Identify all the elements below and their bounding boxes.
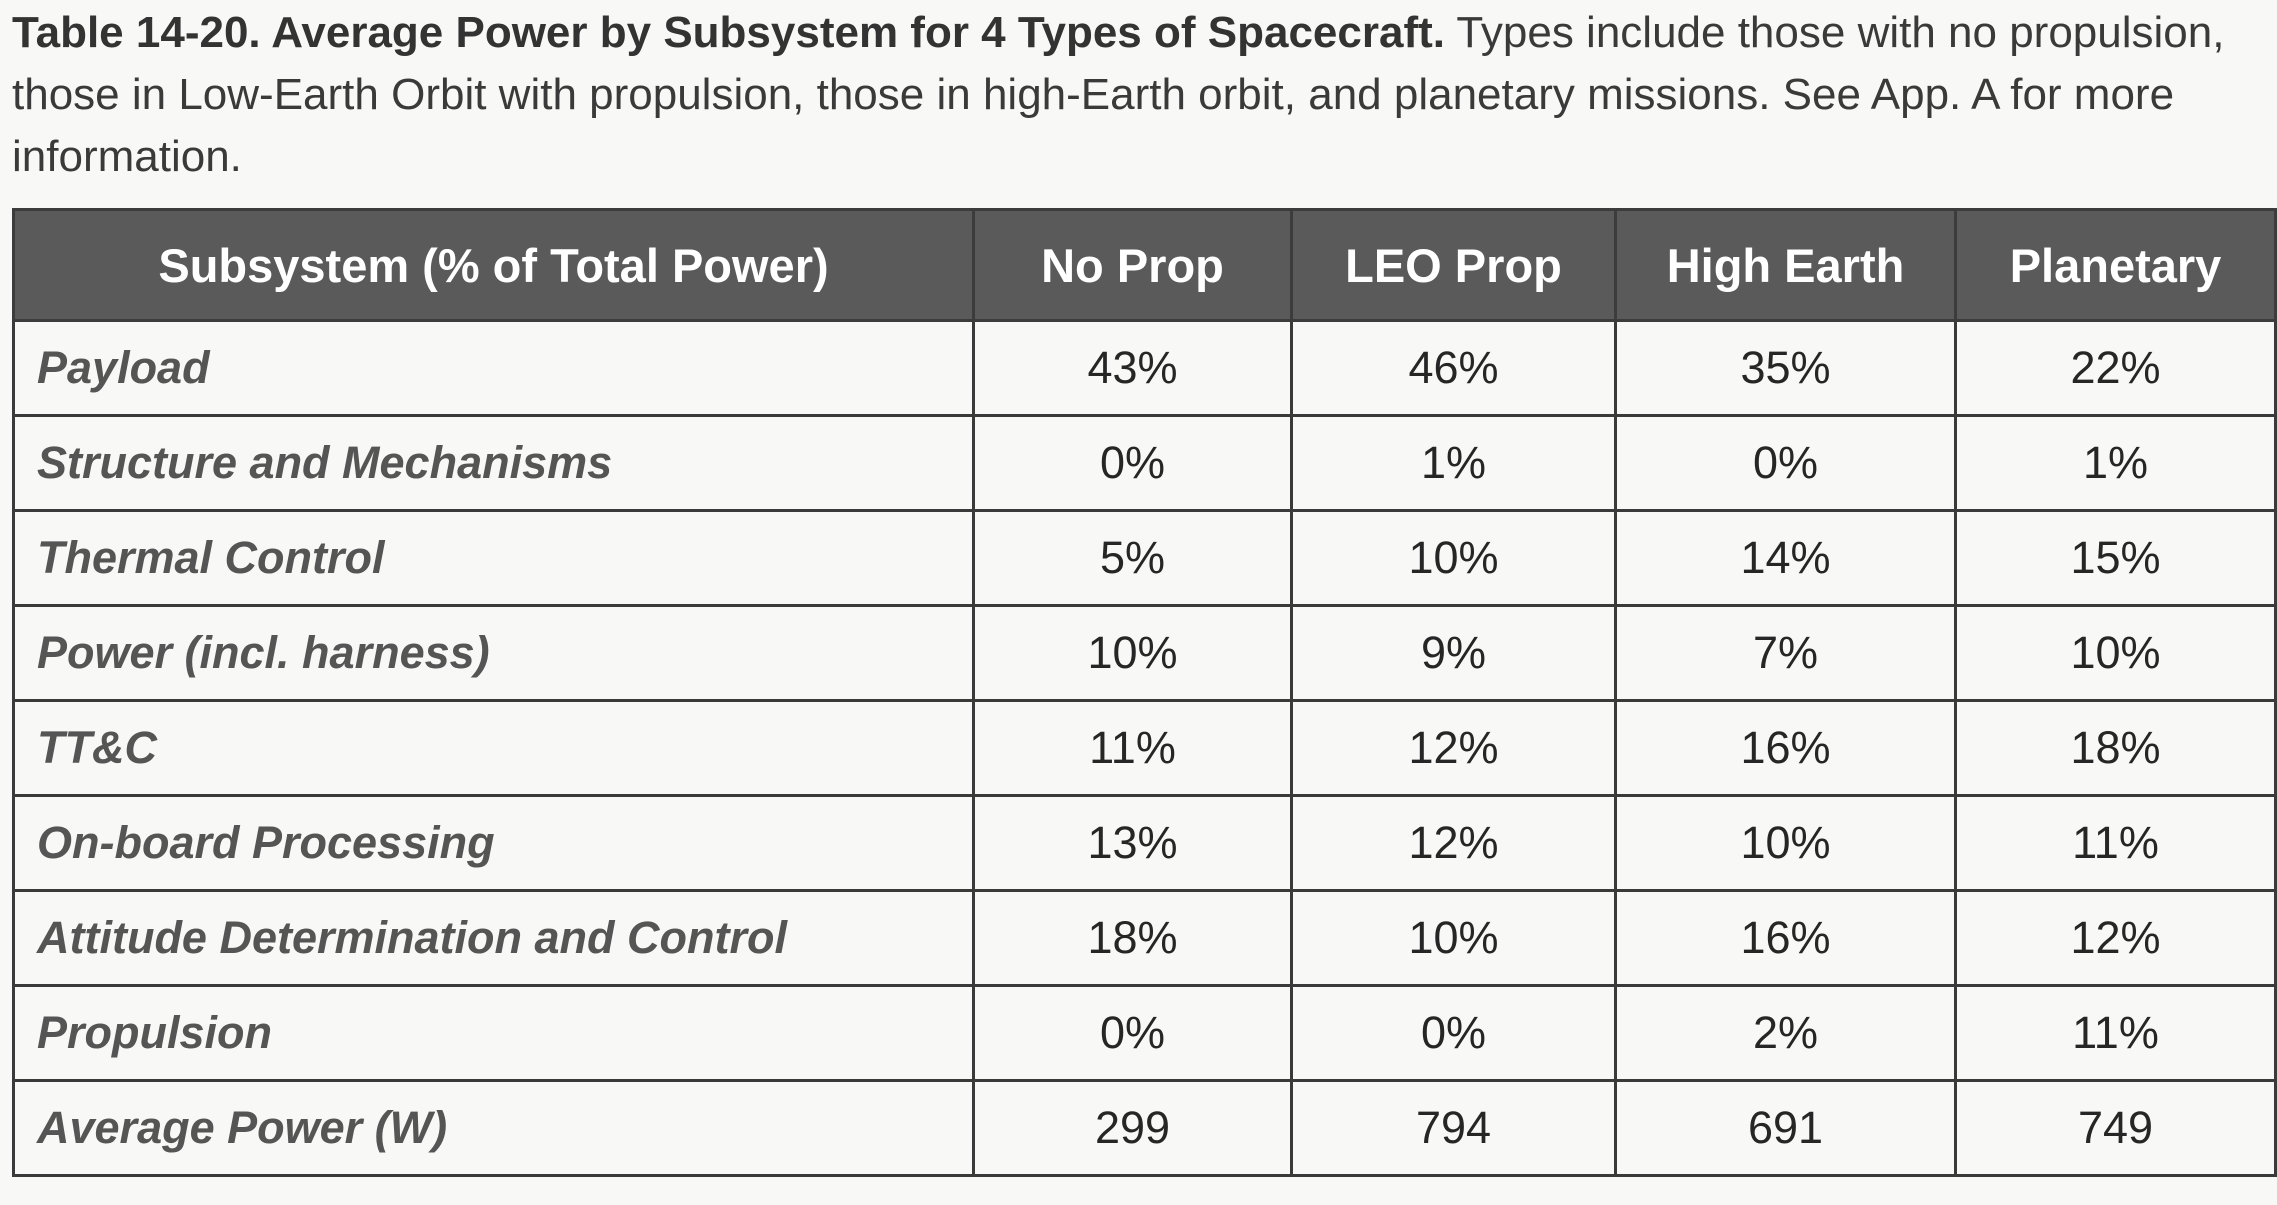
cell-no-prop: 0% <box>972 984 1293 1082</box>
table-row: Payload 43% 46% 35% 22% <box>12 319 2277 417</box>
cell-leo-prop: 12% <box>1290 794 1617 892</box>
cell-planetary: 11% <box>1954 984 2277 1082</box>
cell-no-prop: 11% <box>972 699 1293 797</box>
table-row: Power (incl. harness) 10% 9% 7% 10% <box>12 604 2277 702</box>
cell-planetary: 11% <box>1954 794 2277 892</box>
row-label: Structure and Mechanisms <box>12 414 975 512</box>
cell-no-prop: 10% <box>972 604 1293 702</box>
cell-no-prop: 0% <box>972 414 1293 512</box>
cell-planetary: 1% <box>1954 414 2277 512</box>
header-no-prop: No Prop <box>972 208 1293 322</box>
cell-high-earth: 691 <box>1614 1079 1957 1177</box>
cell-high-earth: 2% <box>1614 984 1957 1082</box>
table-row: On-board Processing 13% 12% 10% 11% <box>12 794 2277 892</box>
cell-high-earth: 16% <box>1614 699 1957 797</box>
cell-leo-prop: 12% <box>1290 699 1617 797</box>
table-row: Propulsion 0% 0% 2% 11% <box>12 984 2277 1082</box>
caption-title: Table 14-20. Average Power by Subsystem … <box>12 8 1445 57</box>
power-by-subsystem-table: Subsystem (% of Total Power) No Prop LEO… <box>12 208 2277 1177</box>
cell-leo-prop: 46% <box>1290 319 1617 417</box>
cell-high-earth: 10% <box>1614 794 1957 892</box>
row-label: Average Power (W) <box>12 1079 975 1177</box>
cell-planetary: 15% <box>1954 509 2277 607</box>
header-row: Subsystem (% of Total Power) No Prop LEO… <box>12 208 2277 322</box>
row-label: Attitude Determination and Control <box>12 889 975 987</box>
cell-leo-prop: 9% <box>1290 604 1617 702</box>
header-high-earth: High Earth <box>1614 208 1957 322</box>
table-row: Structure and Mechanisms 0% 1% 0% 1% <box>12 414 2277 512</box>
cell-planetary: 749 <box>1954 1079 2277 1177</box>
table-row: Attitude Determination and Control 18% 1… <box>12 889 2277 987</box>
cell-high-earth: 14% <box>1614 509 1957 607</box>
cell-no-prop: 299 <box>972 1079 1293 1177</box>
table-row: TT&C 11% 12% 16% 18% <box>12 699 2277 797</box>
cell-high-earth: 35% <box>1614 319 1957 417</box>
cell-high-earth: 16% <box>1614 889 1957 987</box>
cell-high-earth: 0% <box>1614 414 1957 512</box>
cell-planetary: 10% <box>1954 604 2277 702</box>
cell-leo-prop: 10% <box>1290 889 1617 987</box>
cell-no-prop: 43% <box>972 319 1293 417</box>
cell-no-prop: 18% <box>972 889 1293 987</box>
cell-no-prop: 5% <box>972 509 1293 607</box>
table-header: Subsystem (% of Total Power) No Prop LEO… <box>12 208 2277 322</box>
cell-planetary: 12% <box>1954 889 2277 987</box>
cell-planetary: 18% <box>1954 699 2277 797</box>
cell-planetary: 22% <box>1954 319 2277 417</box>
cell-no-prop: 13% <box>972 794 1293 892</box>
row-label: Thermal Control <box>12 509 975 607</box>
row-label: On-board Processing <box>12 794 975 892</box>
row-label: TT&C <box>12 699 975 797</box>
table-caption: Table 14-20. Average Power by Subsystem … <box>12 2 2267 188</box>
row-label: Payload <box>12 319 975 417</box>
cell-leo-prop: 794 <box>1290 1079 1617 1177</box>
header-planetary: Planetary <box>1954 208 2277 322</box>
row-label: Power (incl. harness) <box>12 604 975 702</box>
header-leo-prop: LEO Prop <box>1290 208 1617 322</box>
cell-leo-prop: 10% <box>1290 509 1617 607</box>
table-body: Payload 43% 46% 35% 22% Structure and Me… <box>12 319 2277 1177</box>
table-row: Thermal Control 5% 10% 14% 15% <box>12 509 2277 607</box>
cell-leo-prop: 1% <box>1290 414 1617 512</box>
cell-high-earth: 7% <box>1614 604 1957 702</box>
row-label: Propulsion <box>12 984 975 1082</box>
cell-leo-prop: 0% <box>1290 984 1617 1082</box>
header-subsystem: Subsystem (% of Total Power) <box>12 208 975 322</box>
table-row: Average Power (W) 299 794 691 749 <box>12 1079 2277 1177</box>
caption-body: Types include those with no propulsion, … <box>12 8 2225 181</box>
